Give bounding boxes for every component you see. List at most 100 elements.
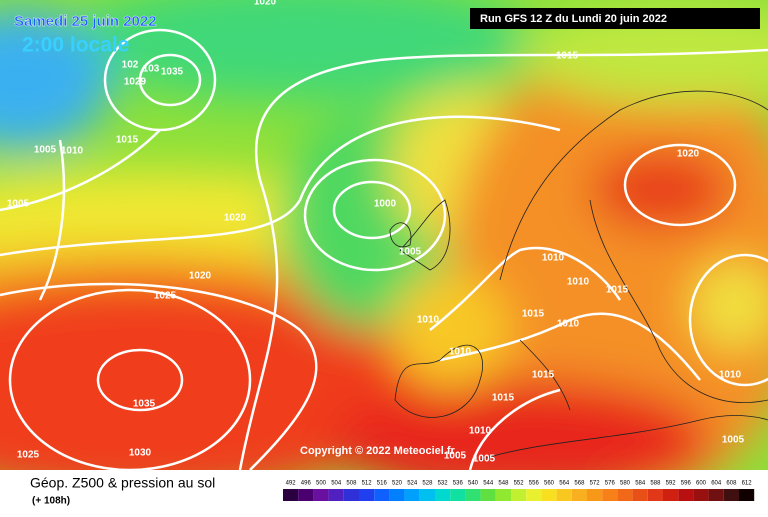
- isobar-label: 1010: [469, 426, 492, 437]
- colorbar-label: 596: [681, 481, 692, 487]
- isobar-label: 1020: [677, 149, 700, 160]
- colorbar-label: 580: [620, 481, 631, 487]
- isobar-label: 1020: [189, 271, 212, 282]
- colorbar-label: 600: [696, 481, 707, 487]
- colorbar-label: 576: [605, 481, 616, 487]
- colorbar-label: 568: [574, 481, 585, 487]
- colorbar-swatch: [343, 489, 359, 501]
- isobar-label: 103: [143, 64, 160, 75]
- colorbar-swatch: [283, 489, 299, 501]
- colorbar-label: 536: [453, 481, 464, 487]
- isobar-label: 1010: [449, 347, 472, 358]
- colorbar-swatch: [632, 489, 648, 501]
- colorbar-label: 612: [742, 481, 753, 487]
- colorbar-swatch: [419, 489, 435, 501]
- colorbar-swatch: [556, 489, 572, 501]
- colorbar-swatch: [465, 489, 481, 501]
- colorbar-label: 552: [514, 481, 525, 487]
- colorbar-swatch: [708, 489, 724, 501]
- coastlines: [389, 90, 768, 461]
- isobar-label: 1025: [17, 450, 40, 461]
- isobar-label: 1005: [34, 145, 57, 156]
- colorbar-swatch: [602, 489, 618, 501]
- isobar-label: 1010: [557, 319, 580, 330]
- colorbar-label: 604: [711, 481, 722, 487]
- isobar-label: 1015: [606, 285, 629, 296]
- isobar-label: 1015: [522, 309, 545, 320]
- isobar-label: 1005: [444, 451, 467, 462]
- colorbar-label: 564: [559, 481, 570, 487]
- colorbar-swatch: [587, 489, 603, 501]
- colorbar-swatch: [313, 489, 329, 501]
- colorbar-swatch: [663, 489, 679, 501]
- colorbar-swatch: [541, 489, 557, 501]
- isobar-label: 1025: [154, 291, 177, 302]
- colorbar-label: 592: [666, 481, 677, 487]
- colorbar-swatch: [435, 489, 451, 501]
- colorbar-label: 516: [377, 481, 388, 487]
- colorbar-label: 508: [346, 481, 357, 487]
- colorbar-swatch: [404, 489, 420, 501]
- legend-lead: (+ 108h): [32, 496, 70, 507]
- isobar-label: 1020: [254, 0, 277, 8]
- isobar-label: 1010: [542, 253, 565, 264]
- isobar-label: 1020: [224, 213, 247, 224]
- run: Run GFS 12 Z du Lundi 20 juin 2022: [480, 13, 667, 25]
- colorbar-swatch: [511, 489, 527, 501]
- isobar-label: 1010: [719, 370, 742, 381]
- colorbar-label: 556: [529, 481, 540, 487]
- colorbar-swatch: [678, 489, 694, 501]
- isobar-label: 1005: [7, 199, 30, 210]
- colorbar-swatch: [374, 489, 390, 501]
- colorbar-label: 584: [635, 481, 646, 487]
- isobar-label: 1030: [129, 448, 152, 459]
- isobar-label: 1010: [567, 277, 590, 288]
- colorbar-label: 520: [392, 481, 403, 487]
- colorbar-swatch: [298, 489, 314, 501]
- colorbar-swatch: [526, 489, 542, 501]
- colorbar-swatch: [723, 489, 739, 501]
- isobar-label: 1015: [532, 370, 555, 381]
- colorbar-label: 540: [468, 481, 479, 487]
- isobar-label: 1029: [124, 77, 147, 88]
- isobar-label: 1015: [556, 51, 579, 62]
- isobar-label: 1005: [399, 247, 422, 258]
- copyright: Copyright © 2022 Meteociel.fr: [300, 445, 456, 457]
- time: 2:00 locale: [22, 34, 129, 57]
- colorbar-label: 512: [362, 481, 373, 487]
- colorbar-label: 544: [483, 481, 494, 487]
- isobar-label: 1000: [374, 199, 397, 210]
- isobar-lines: [0, 28, 768, 470]
- isobar-label: 1005: [473, 454, 496, 465]
- colorbar-label: 500: [316, 481, 327, 487]
- colorbar-swatch: [480, 489, 496, 501]
- colorbar-swatch: [693, 489, 709, 501]
- run-box: [470, 8, 760, 29]
- isobar-label: 1035: [161, 67, 184, 78]
- colorbar-swatch: [571, 489, 587, 501]
- colorbar-label: 588: [650, 481, 661, 487]
- colorbar-label: 492: [286, 481, 297, 487]
- colorbar-label: 608: [726, 481, 737, 487]
- colorbar-swatch: [389, 489, 405, 501]
- colorbar-label: 524: [407, 481, 418, 487]
- isobar-label: 1010: [417, 315, 440, 326]
- colorbar-swatch: [450, 489, 466, 501]
- colorbar-swatch: [617, 489, 633, 501]
- isobar-label: 1005: [722, 435, 745, 446]
- colorbar-swatch: [739, 489, 755, 501]
- isobar-label: 1010: [61, 146, 84, 157]
- colorbar-label: 532: [438, 481, 449, 487]
- colorbar-label: 528: [422, 481, 433, 487]
- colorbar-label: 548: [498, 481, 509, 487]
- isobar-label: 102: [122, 60, 139, 71]
- isobar-label: 1015: [492, 393, 515, 404]
- isobar-label: 1035: [133, 399, 156, 410]
- colorbar: 492 496 500 504 508 512 516 520 524 528 532 536 540 5…: [283, 481, 755, 501]
- colorbar-label: 572: [590, 481, 601, 487]
- colorbar-swatch: [328, 489, 344, 501]
- colorbar-label: 496: [301, 481, 312, 487]
- isobar-label: 1015: [116, 135, 139, 146]
